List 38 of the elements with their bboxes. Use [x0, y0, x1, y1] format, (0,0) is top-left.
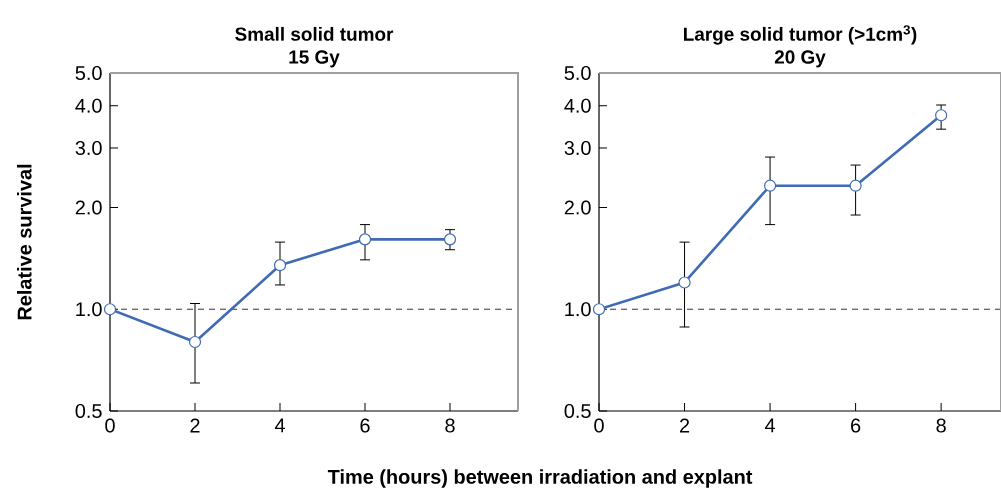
chart-title: Large solid tumor (>1cm$^{3}$): [684, 25, 917, 45]
x-axis-title: Time (hours) between irradiation and explant: [327, 469, 753, 488]
x-tick-label: 2: [680, 418, 690, 433]
point: [103, 303, 117, 316]
x-tick-label: 2: [190, 418, 200, 433]
x-tick-label: 6: [851, 418, 861, 433]
point: [592, 303, 606, 316]
y-tick-label: 1.0: [76, 302, 102, 317]
point: [358, 233, 372, 246]
x-tick-label: 4: [764, 418, 776, 433]
y-tick-label: 5.0: [75, 65, 102, 81]
x-tick-label: 4: [274, 418, 285, 433]
point: [763, 179, 777, 192]
y-tick-label: 1.0: [565, 302, 591, 317]
point: [849, 179, 862, 192]
y-tick-label: 2.0: [75, 200, 102, 215]
y-tick-label: 5.0: [564, 65, 591, 81]
y-tick-label: 4.0: [564, 98, 591, 113]
x-tick-label: 6: [360, 418, 370, 433]
y-tick-label: 2.0: [564, 200, 591, 215]
y-tick-label: 0.5: [75, 403, 102, 419]
chart-subtitle: 15 Gy: [289, 50, 340, 68]
point: [188, 335, 202, 349]
x-tick-label: 8: [445, 418, 455, 433]
chart-title: Small solid tumor: [235, 26, 394, 41]
point: [935, 109, 948, 122]
point: [678, 276, 691, 289]
point: [273, 259, 287, 272]
y-tick-label: 3.0: [75, 140, 102, 156]
point: [443, 233, 457, 246]
x-tick-label: 0: [105, 418, 115, 433]
chart-subtitle: 20 Gy: [774, 50, 826, 68]
x-tick-label: 0: [594, 418, 604, 433]
y-tick-label: 4.0: [75, 98, 102, 113]
y-axis-title: Relative survival: [17, 164, 32, 320]
y-tick-label: 0.5: [564, 403, 591, 419]
x-tick-label: 8: [936, 418, 946, 433]
y-tick-label: 3.0: [564, 140, 591, 156]
